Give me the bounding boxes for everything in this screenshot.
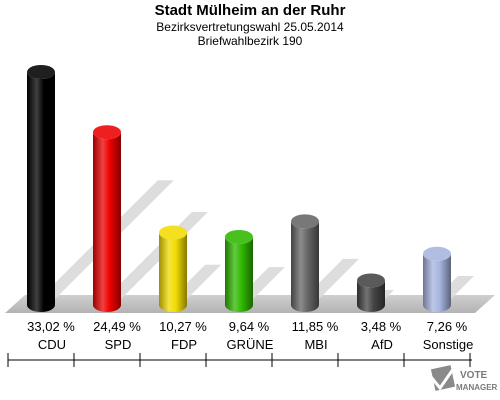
value-label-fdp: 10,27 %	[159, 319, 207, 334]
category-label-fdp: FDP	[171, 337, 197, 352]
value-label-cdu: 33,02 %	[27, 319, 75, 334]
value-labels: 33,02 % 24,49 % 10,27 % 9,64 % 11,85 % 3,48 %…	[27, 319, 468, 334]
bars	[27, 65, 451, 312]
value-label-afd: 3,48 %	[361, 319, 402, 334]
chart-district: Briefwahlbezirk 190	[197, 34, 303, 48]
bar-top-grüne	[225, 229, 253, 244]
bar-sonstige	[423, 253, 451, 312]
bar-mbi	[291, 221, 319, 312]
check-ballot-icon	[429, 364, 458, 391]
category-label-mbi: MBI	[304, 337, 327, 352]
category-label-spd: SPD	[105, 337, 132, 352]
bar-spd	[93, 132, 121, 312]
bar-top-sonstige	[423, 246, 451, 261]
chart-header: Stadt Mülheim an der Ruhr Bezirksvertret…	[0, 2, 500, 48]
x-axis-ticks	[7, 353, 471, 367]
bar-fdp	[159, 232, 187, 312]
category-label-sonstige: Sonstige	[423, 337, 474, 352]
logo-line-1: VOTE	[460, 370, 488, 381]
bar-top-afd	[357, 273, 385, 288]
value-label-mbi: 11,85 %	[292, 319, 339, 334]
bar-afd	[357, 280, 385, 312]
value-label-sonstige: 7,26 %	[427, 319, 468, 334]
bar-top-mbi	[291, 214, 319, 229]
category-label-afd: AfD	[371, 337, 393, 352]
bar-cdu	[27, 72, 55, 312]
bar-top-spd	[93, 125, 121, 140]
chart-subtitle: Bezirksvertretungswahl 25.05.2014	[156, 20, 344, 34]
bar-top-cdu	[27, 65, 55, 79]
chart-title: Stadt Mülheim an der Ruhr	[154, 2, 346, 19]
category-label-cdu: CDU	[38, 337, 66, 352]
category-labels: CDU SPD FDP GRÜNE MBI AfD Sonstige	[38, 337, 473, 352]
vote-manager-logo: VOTE MANAGER	[429, 364, 498, 392]
category-label-grüne: GRÜNE	[227, 337, 274, 352]
bar-grüne	[225, 236, 253, 312]
value-label-spd: 24,49 %	[93, 319, 141, 334]
value-label-grüne: 9,64 %	[229, 319, 270, 334]
logo-line-2: MANAGER	[456, 383, 498, 392]
bar-top-fdp	[159, 225, 187, 240]
